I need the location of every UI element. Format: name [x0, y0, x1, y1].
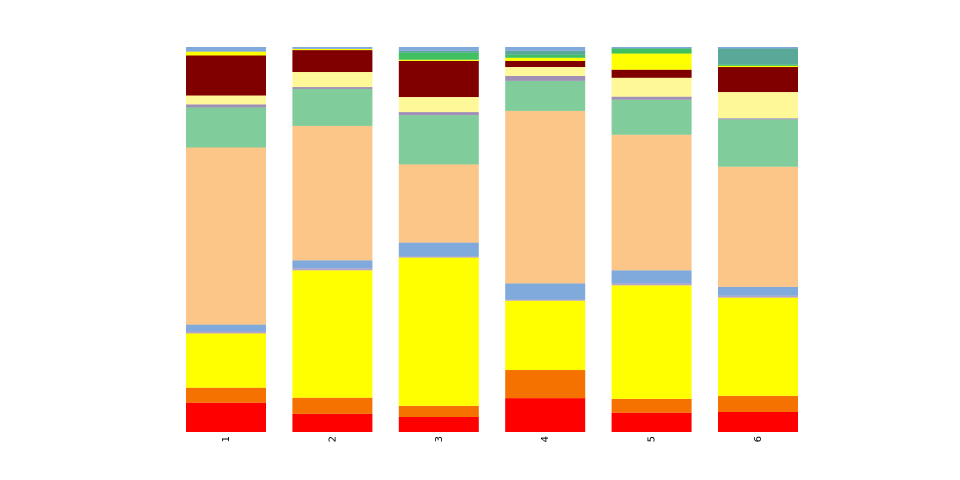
x-tick-label-1: 1 — [221, 436, 232, 442]
bar-segment-4-8 — [505, 75, 586, 81]
bar-segment-3-3 — [398, 257, 479, 406]
bar-segment-2-2 — [292, 397, 373, 414]
bar-segment-1-1 — [186, 402, 266, 432]
bar-segment-6-4 — [718, 295, 798, 298]
x-tick-label-6: 6 — [753, 436, 764, 442]
bar-segment-4-4 — [505, 299, 586, 301]
bar-segment-6-7 — [718, 119, 798, 167]
bar-segment-4-2 — [505, 370, 586, 399]
bar-segment-6-8 — [718, 118, 798, 120]
bar-segment-2-6 — [292, 125, 373, 261]
bar-segment-3-9 — [398, 97, 479, 113]
bar-segment-5-14 — [611, 47, 692, 49]
bar-segment-2-11 — [292, 48, 373, 51]
bar-segment-6-11 — [718, 65, 798, 68]
bar-segment-3-4 — [398, 256, 479, 258]
bar-segment-4-13 — [505, 50, 586, 55]
bar-segment-6-14 — [718, 47, 798, 49]
bar-segment-1-3 — [186, 333, 266, 388]
bar-segment-5-1 — [611, 412, 692, 432]
bar-segment-1-7 — [186, 107, 266, 148]
bar-segment-1-5 — [186, 324, 266, 332]
bar-segment-2-1 — [292, 413, 373, 432]
bar-segment-4-7 — [505, 80, 586, 111]
bar-segment-6-1 — [718, 411, 798, 432]
bar-segment-4-5 — [505, 283, 586, 300]
bar-segment-4-11 — [505, 57, 586, 61]
bar-segment-1-14 — [186, 47, 266, 52]
bar-segment-4-1 — [505, 398, 586, 432]
bar-segment-3-10 — [398, 60, 479, 98]
bar-segment-4-6 — [505, 110, 586, 284]
bar-segment-6-3 — [718, 297, 798, 396]
bar-segment-5-3 — [611, 285, 692, 399]
bar-segment-5-8 — [611, 96, 692, 100]
bar-segment-3-13 — [398, 50, 479, 53]
bar-segment-5-10 — [611, 69, 692, 78]
bar-segment-5-7 — [611, 99, 692, 135]
bar-segment-2-14 — [292, 47, 373, 49]
bar-segment-3-2 — [398, 405, 479, 417]
bar-segment-5-5 — [611, 270, 692, 284]
bar-segment-4-9 — [505, 67, 586, 76]
bar-segment-5-11 — [611, 53, 692, 70]
bar-segment-3-6 — [398, 164, 479, 243]
bar-segment-3-12 — [398, 52, 479, 60]
bar-segment-2-5 — [292, 260, 373, 269]
bar-segment-6-2 — [718, 395, 798, 412]
bar-segment-6-12 — [718, 64, 798, 66]
x-tick-label-4: 4 — [540, 436, 551, 442]
bar-segment-6-9 — [718, 92, 798, 119]
bar-segment-4-3 — [505, 300, 586, 371]
bar-segment-1-9 — [186, 95, 266, 105]
bar-segment-2-7 — [292, 88, 373, 126]
bar-segment-6-5 — [718, 286, 798, 296]
bars-group — [186, 47, 798, 432]
bar-segment-3-1 — [398, 416, 479, 432]
bar-segment-1-2 — [186, 387, 266, 403]
x-tick-label-5: 5 — [647, 436, 658, 442]
bar-segment-2-10 — [292, 50, 373, 73]
bar-segment-3-14 — [398, 47, 479, 51]
bar-segment-1-8 — [186, 104, 266, 108]
bar-segment-6-6 — [718, 166, 798, 287]
bar-segment-5-6 — [611, 134, 692, 271]
bar-segment-3-8 — [398, 112, 479, 116]
bar-segment-5-2 — [611, 398, 692, 413]
bar-segment-5-12 — [611, 48, 692, 54]
bar-segment-2-8 — [292, 87, 373, 89]
bar-segment-4-12 — [505, 54, 586, 58]
bar-segment-6-10 — [718, 67, 798, 93]
bar-segment-2-4 — [292, 268, 373, 271]
bar-segment-5-9 — [611, 77, 692, 97]
bar-segment-6-13 — [718, 48, 798, 65]
bar-segment-3-7 — [398, 115, 479, 165]
bar-segment-4-14 — [505, 47, 586, 51]
bar-segment-1-6 — [186, 147, 266, 325]
bar-segment-4-10 — [505, 60, 586, 68]
x-tick-label-3: 3 — [434, 436, 445, 442]
bar-segment-3-5 — [398, 242, 479, 257]
bar-segment-1-4 — [186, 331, 266, 334]
bar-segment-3-11 — [398, 59, 479, 61]
x-tick-label-2: 2 — [327, 436, 338, 442]
bar-segment-2-9 — [292, 72, 373, 88]
bar-segment-1-10 — [186, 55, 266, 96]
bar-segment-1-11 — [186, 51, 266, 56]
bar-segment-2-3 — [292, 270, 373, 398]
x-tick-labels: 1 2 3 4 5 6 — [221, 436, 764, 442]
bar-segment-5-4 — [611, 283, 692, 286]
